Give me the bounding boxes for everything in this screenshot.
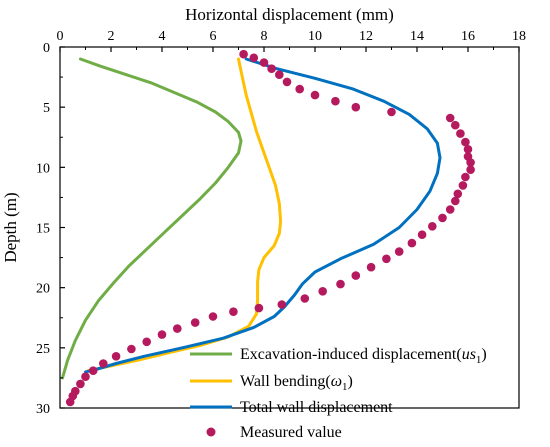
x-tick-label: 0 [57, 29, 64, 44]
data-point [295, 84, 305, 94]
series-3 [65, 49, 475, 407]
data-point [254, 303, 264, 313]
data-point [282, 77, 292, 87]
data-point [275, 70, 284, 79]
x-axis-title: Horizontal displacement (mm) [185, 5, 394, 24]
series-2 [84, 57, 442, 374]
y-tick-label: 20 [36, 282, 50, 297]
x-tick-label: 14 [410, 29, 424, 44]
data-point [249, 53, 259, 63]
data-point [142, 337, 151, 347]
data-point [417, 230, 427, 239]
y-tick-label: 15 [36, 222, 50, 237]
data-point [438, 213, 447, 223]
data-point [466, 158, 475, 167]
data-point [65, 397, 75, 407]
data-point [173, 324, 182, 333]
data-point [300, 294, 310, 303]
data-point [461, 172, 470, 182]
data-point [407, 238, 417, 248]
data-point [428, 222, 437, 231]
data-point [331, 96, 340, 106]
data-point [208, 312, 218, 321]
y-tick-label: 25 [36, 342, 50, 357]
data-point [310, 90, 320, 100]
data-point [451, 120, 460, 130]
data-point [99, 359, 108, 368]
data-point [394, 247, 404, 256]
data-point [463, 145, 473, 154]
data-point [351, 271, 361, 280]
data-point [239, 49, 248, 59]
data-point [387, 107, 396, 117]
data-point [451, 196, 460, 206]
data-point [456, 129, 465, 138]
legend-label: Measured value [240, 424, 342, 441]
data-point [466, 165, 475, 174]
legend-label: Excavation-induced displacement(us1) [240, 346, 487, 366]
x-tick-label: 10 [308, 29, 322, 44]
data-point [259, 58, 269, 67]
series-0 [61, 57, 243, 380]
data-point [461, 137, 470, 147]
legend-marker [206, 427, 216, 437]
x-tick-label: 18 [512, 29, 526, 44]
data-point [267, 64, 276, 73]
x-tick-label: 12 [359, 29, 373, 44]
y-axis-title: Depth (m) [1, 192, 20, 262]
legend-entry: Total wall displacement [190, 399, 393, 416]
x-tick-label: 16 [461, 29, 475, 44]
data-point [453, 189, 463, 199]
y-tick-label: 30 [36, 402, 50, 417]
series-1 [86, 57, 283, 373]
data-point [81, 372, 90, 382]
legend: Excavation-induced displacement(us1) Wall… [190, 346, 487, 441]
x-tick-label: 4 [159, 29, 166, 44]
data-point [318, 287, 328, 296]
y-tick-label: 10 [36, 161, 50, 176]
legend-entry: Measured value [206, 424, 342, 441]
data-point [366, 262, 376, 272]
data-point [111, 352, 121, 361]
data-point [351, 102, 361, 112]
legend-entry: Wall bending(ω1) [190, 373, 353, 393]
data-point [157, 330, 167, 339]
data-point [458, 181, 468, 190]
x-tick-label: 2 [108, 29, 115, 44]
data-point [336, 279, 345, 289]
data-point [277, 300, 287, 309]
series-line [86, 57, 283, 373]
series-line [84, 57, 442, 374]
data-point [127, 344, 136, 354]
data-point [88, 366, 98, 376]
y-tick-label: 5 [43, 101, 50, 116]
data-point [229, 307, 238, 317]
legend-entry: Excavation-induced displacement(us1) [190, 346, 487, 366]
data-point [76, 379, 85, 389]
plot-area [61, 49, 475, 407]
legend-label: Total wall displacement [240, 399, 393, 416]
legend-label: Wall bending(ω1) [240, 373, 353, 393]
axes: 0 2 4 6 8 10 12 14 16 18 0 5 10 15 20 25 30 [36, 29, 526, 417]
data-point [190, 318, 200, 327]
y-tick-label: 0 [43, 41, 50, 56]
data-point [382, 254, 391, 264]
x-tick-label: 6 [210, 29, 217, 44]
series-line [61, 57, 243, 380]
data-point [445, 205, 455, 214]
data-point [445, 113, 455, 123]
x-tick-label: 8 [261, 29, 268, 44]
